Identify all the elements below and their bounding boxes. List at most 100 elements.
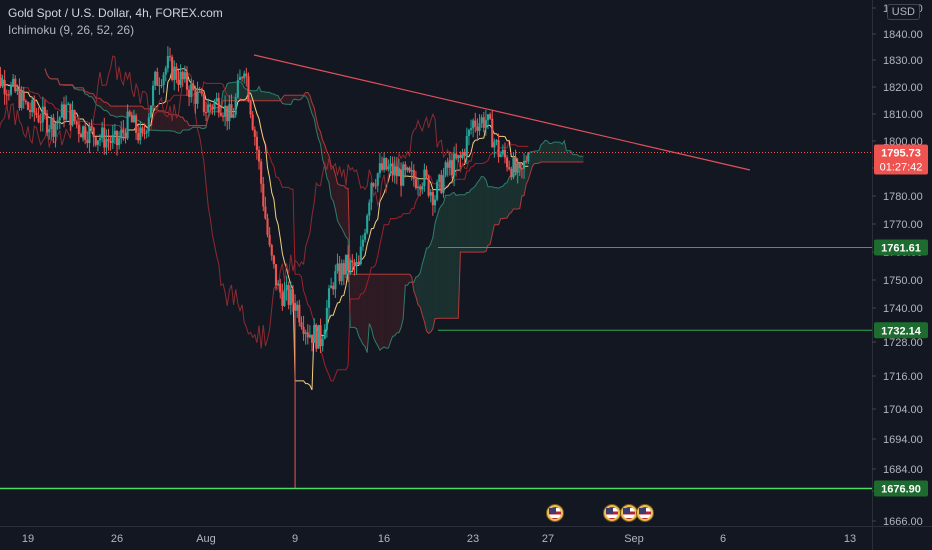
candle-body	[75, 121, 78, 125]
currency-button[interactable]: USD	[886, 4, 920, 20]
candle-body	[527, 152, 530, 162]
candle-body	[262, 183, 265, 207]
candle-body	[162, 74, 165, 85]
cloud-segment	[121, 106, 124, 117]
candle-body	[336, 263, 339, 272]
cloud-segment	[343, 185, 346, 238]
cloud-segment	[534, 150, 537, 164]
price-tag-value: 1761.61	[881, 242, 921, 254]
cloud-segment	[93, 93, 96, 104]
candle-body	[124, 132, 127, 139]
price-tick-label: 1750.00	[883, 275, 923, 287]
us-flag-icon[interactable]	[636, 504, 654, 522]
candle-body	[325, 307, 328, 330]
cloud-segment	[337, 183, 340, 225]
cloud-segment	[392, 274, 395, 337]
cloud-segment	[477, 179, 480, 253]
cloud-segment	[579, 156, 582, 163]
price-tag	[874, 322, 928, 339]
cloud-segment	[180, 117, 183, 134]
time-axis[interactable]: 19 26 Aug 9 16 23 27 Sep 6 13	[22, 533, 856, 545]
candle-body	[359, 246, 362, 265]
cloud-segment	[345, 188, 349, 240]
cloud-segment	[271, 93, 274, 101]
candle-body	[393, 166, 396, 176]
candle-body	[130, 115, 133, 123]
cloud-segment	[439, 205, 442, 319]
cloud-segment	[114, 106, 117, 118]
candle-body	[518, 163, 521, 169]
us-flag-icon[interactable]	[603, 504, 621, 522]
candle-body	[230, 104, 233, 118]
price-tick-label: 1810.00	[883, 109, 923, 121]
candle-body	[281, 292, 284, 306]
price-axis[interactable]: 1666.001676.001684.001694.001704.001716.…	[872, 3, 923, 528]
cloud-segment	[543, 140, 546, 163]
cloud-segment	[233, 82, 236, 101]
candle-body	[457, 155, 460, 159]
price-tick-label: 1716.00	[883, 371, 923, 383]
candle-body	[43, 106, 46, 114]
cloud-segment	[117, 106, 120, 118]
candle-body	[486, 114, 490, 121]
cloud-segment	[267, 92, 270, 101]
time-tick-label: 26	[111, 533, 123, 545]
candle-body	[196, 91, 199, 104]
candle-body	[484, 120, 487, 128]
cloud-segment	[138, 106, 141, 122]
candle-body	[374, 185, 377, 187]
candle-body	[287, 284, 290, 305]
candle-body	[98, 137, 102, 141]
cloud-segment	[498, 187, 501, 225]
cloud-segment	[449, 193, 452, 319]
time-tick-label: 9	[292, 533, 298, 545]
candle-body	[73, 110, 76, 122]
candle-body	[188, 89, 191, 98]
cloud-segment	[398, 274, 402, 333]
candle-body	[16, 88, 19, 92]
candle-body	[245, 73, 248, 77]
cloud-segment	[466, 192, 469, 253]
time-tick-label: 13	[844, 533, 856, 545]
us-flag-icon[interactable]	[546, 504, 564, 522]
cloud-segment	[163, 110, 166, 131]
cloud-segment	[536, 150, 539, 164]
cloud-segment	[492, 186, 495, 235]
candle-body	[512, 157, 515, 178]
cloud-segment	[161, 110, 164, 131]
cloud-segment	[420, 263, 423, 315]
candle-body	[351, 260, 354, 263]
indicator-legend[interactable]: Ichimoku (9, 26, 52, 26)	[8, 23, 135, 37]
candle-body	[474, 120, 477, 127]
drawings[interactable]	[0, 54, 872, 490]
candle-body	[357, 262, 360, 265]
candle-body	[48, 129, 51, 133]
cloud-segment	[422, 256, 425, 322]
candle-body	[105, 139, 108, 148]
candle-body	[414, 178, 417, 188]
candle-body	[516, 163, 519, 173]
candle-body	[82, 126, 85, 138]
cloud-segment	[284, 95, 287, 105]
cloud-segment	[350, 273, 353, 328]
cloud-segment	[566, 150, 569, 163]
candle-body	[179, 71, 182, 85]
candle-body	[207, 104, 210, 113]
candle-body	[313, 325, 316, 343]
candle-body	[450, 160, 454, 176]
candle-body	[340, 263, 343, 282]
price-tag	[874, 239, 928, 256]
candle-body	[327, 288, 331, 308]
candle-body	[260, 161, 263, 184]
cloud-segment	[352, 274, 355, 328]
candle-body	[251, 114, 254, 130]
candle-body	[332, 285, 335, 290]
cloud-segment	[231, 82, 234, 101]
cloud-segment	[91, 93, 94, 100]
candle-body	[107, 139, 110, 142]
candle-body	[508, 167, 511, 169]
candle-body	[436, 181, 439, 200]
candle-body	[440, 174, 443, 193]
symbol-title[interactable]: Gold Spot / U.S. Dollar, 4h, FOREX.com	[8, 6, 223, 20]
